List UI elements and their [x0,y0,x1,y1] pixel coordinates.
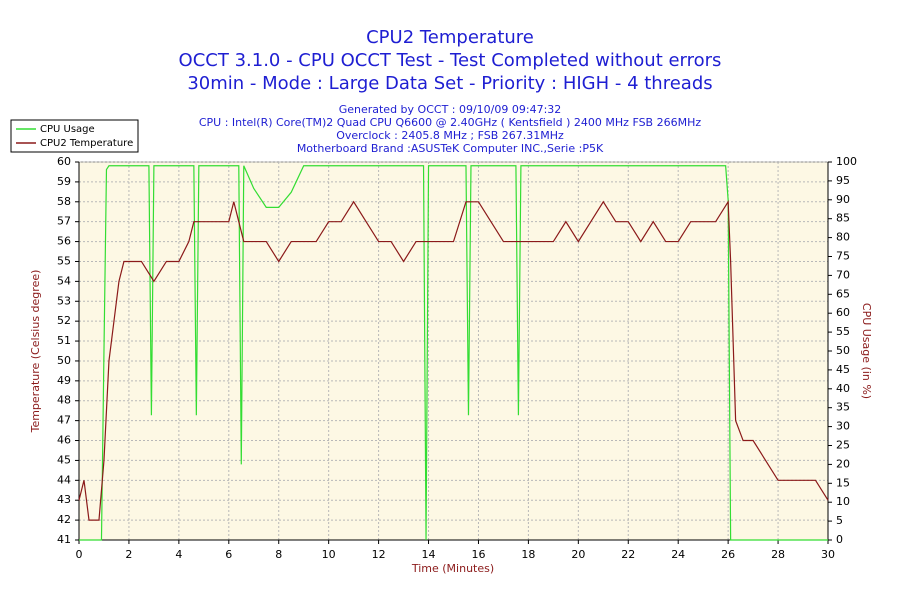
x-tick-label: 8 [275,548,282,561]
y-tick-label: 50 [57,354,71,367]
x-tick-label: 24 [671,548,685,561]
y-tick-label: 43 [57,493,71,506]
y-tick-label: 52 [57,314,71,327]
info-line: Overclock : 2405.8 MHz ; FSB 267.31MHz [336,129,564,142]
y2-tick-label: 50 [836,344,850,357]
y-tick-label: 53 [57,294,71,307]
chart-title: CPU2 Temperature [366,27,534,48]
y2-tick-label: 85 [836,212,850,225]
y2-tick-label: 100 [836,155,857,168]
y2-tick-label: 30 [836,420,850,433]
info-line: Motherboard Brand :ASUSTeK Computer INC.… [297,142,604,155]
y2-axis-label: CPU Usage (in %) [860,303,873,399]
y-axis-label: Temperature (Celsius degree) [29,270,42,434]
y-tick-label: 55 [57,254,71,267]
y2-tick-label: 45 [836,363,850,376]
y-tick-label: 57 [57,215,71,228]
y2-tick-label: 15 [836,476,850,489]
y-tick-label: 54 [57,274,71,287]
y2-tick-label: 75 [836,250,850,263]
y2-tick-label: 35 [836,401,850,414]
y-tick-label: 58 [57,195,71,208]
y-tick-label: 42 [57,513,71,526]
y-tick-label: 47 [57,414,71,427]
y-tick-label: 41 [57,533,71,546]
y2-tick-label: 55 [836,325,850,338]
y-tick-label: 59 [57,175,71,188]
y2-tick-label: 95 [836,174,850,187]
y2-tick-label: 5 [836,514,843,527]
y2-tick-label: 65 [836,287,850,300]
y-tick-label: 56 [57,235,71,248]
x-tick-label: 0 [76,548,83,561]
y-tick-label: 44 [57,473,71,486]
y2-tick-label: 20 [836,457,850,470]
x-tick-label: 4 [175,548,182,561]
y2-tick-label: 90 [836,193,850,206]
data-line [79,165,828,541]
y2-tick-label: 40 [836,382,850,395]
y2-tick-label: 0 [836,533,843,546]
data-line [78,199,829,521]
info-line: CPU : Intel(R) Core(TM)2 Quad CPU Q6600 … [199,116,701,129]
x-tick-label: 20 [571,548,585,561]
legend-label: CPU2 Temperature [40,138,133,149]
x-tick-label: 16 [471,548,485,561]
legend-label: CPU Usage [40,124,95,135]
y-tick-label: 60 [57,155,71,168]
x-tick-label: 2 [125,548,132,561]
y2-tick-label: 25 [836,439,850,452]
info-line: Generated by OCCT : 09/10/09 09:47:32 [339,103,562,116]
x-tick-label: 28 [771,548,785,561]
x-tick-label: 22 [621,548,635,561]
y-tick-label: 51 [57,334,71,347]
x-tick-label: 6 [225,548,232,561]
x-axis-label: Time (Minutes) [411,562,494,575]
y-tick-label: 46 [57,434,71,447]
x-tick-label: 30 [821,548,835,561]
plot-area [78,161,829,541]
x-tick-label: 10 [322,548,336,561]
y2-tick-label: 80 [836,231,850,244]
x-tick-label: 12 [372,548,386,561]
subtitle: OCCT 3.1.0 - CPU OCCT Test - Test Comple… [179,50,722,71]
legend-box [10,119,139,153]
x-tick-label: 26 [721,548,735,561]
x-tick-label: 14 [422,548,436,561]
y2-tick-label: 70 [836,268,850,281]
subtitle: 30min - Mode : Large Data Set - Priority… [187,73,712,94]
x-tick-label: 18 [521,548,535,561]
y-tick-label: 45 [57,453,71,466]
y-tick-label: 49 [57,374,71,387]
y-tick-label: 48 [57,394,71,407]
y2-tick-label: 60 [836,306,850,319]
y2-tick-label: 10 [836,495,850,508]
